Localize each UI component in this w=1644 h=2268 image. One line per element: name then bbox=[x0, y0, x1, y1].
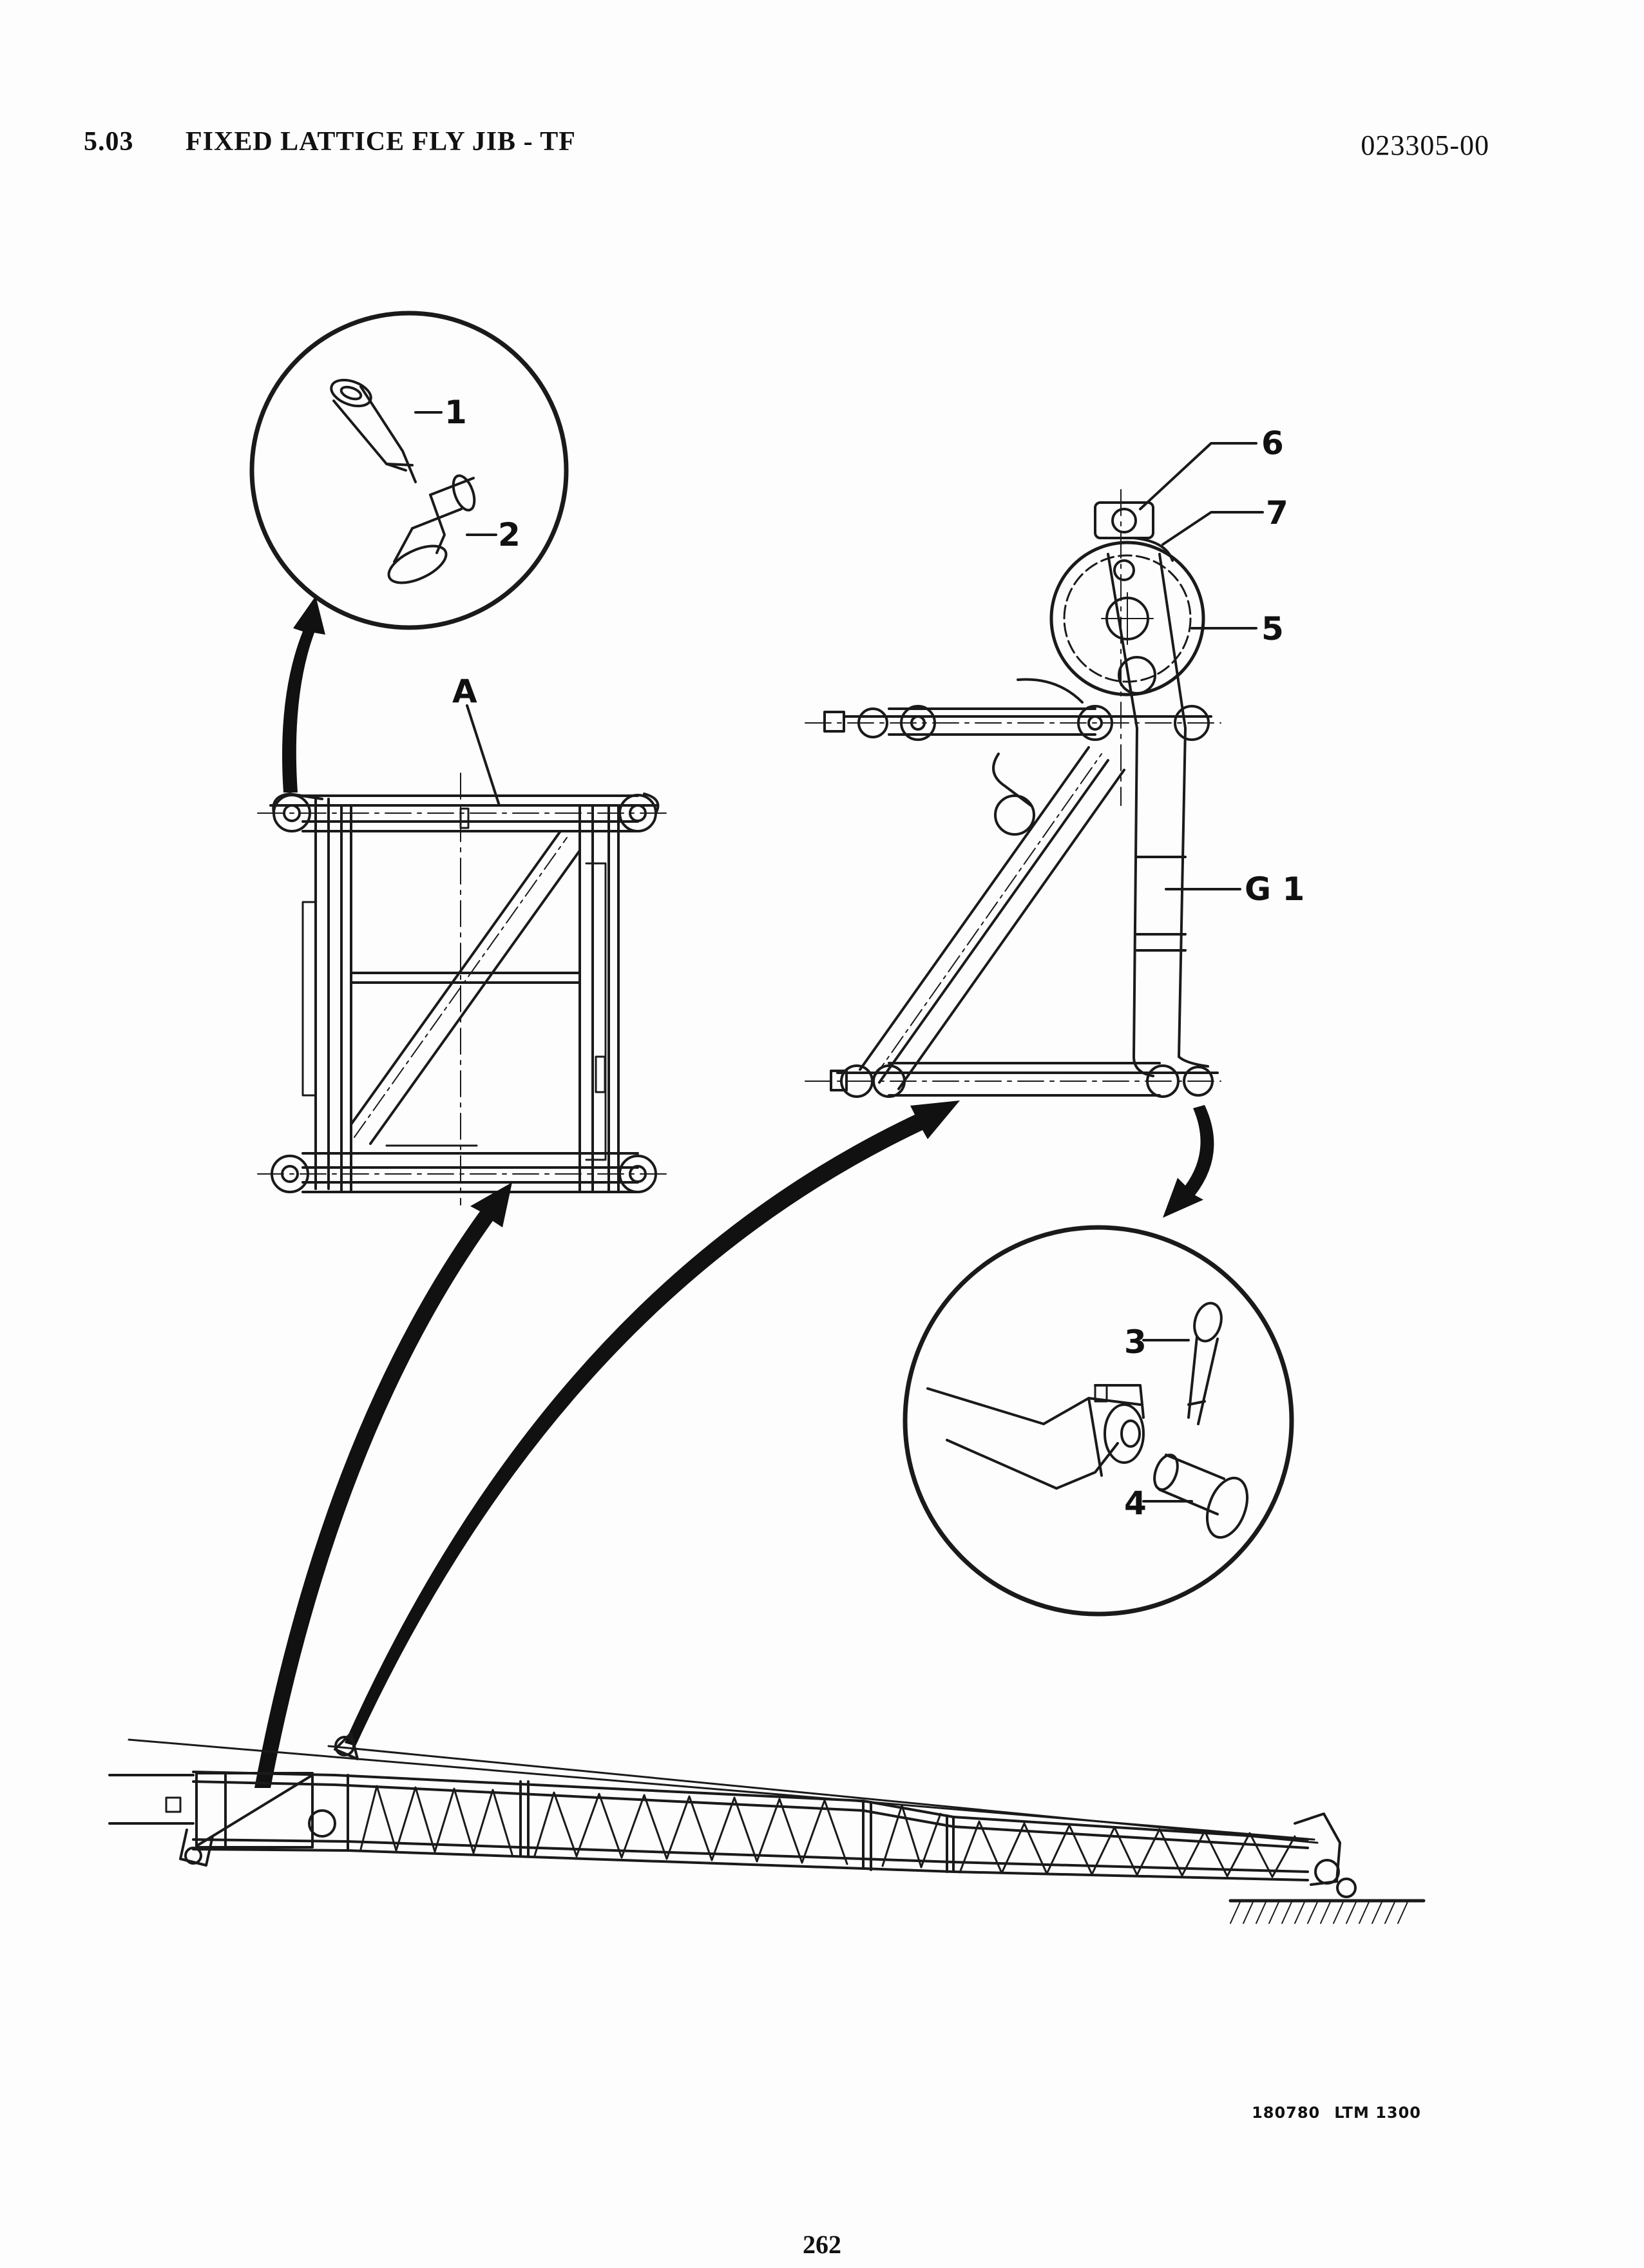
callout-1: 1 bbox=[444, 394, 467, 431]
drawing-number: 180780 bbox=[1252, 2104, 1321, 2122]
section-title: FIXED LATTICE FLY JIB - TF bbox=[186, 127, 576, 157]
lattice-jib-side-view bbox=[108, 1732, 1426, 1924]
spring-cotter-pin-icon bbox=[1187, 1302, 1223, 1425]
callout-5: 5 bbox=[1261, 610, 1284, 648]
bolt-pin-icon bbox=[1153, 1454, 1249, 1539]
detail-circle-pins-1-2 bbox=[249, 311, 569, 630]
callout-4: 4 bbox=[1124, 1485, 1147, 1522]
callout-g1: G 1 bbox=[1245, 870, 1305, 908]
jib-head-assembly bbox=[805, 442, 1264, 1098]
section-number: 5.03 bbox=[84, 127, 134, 157]
callout-7: 7 bbox=[1266, 494, 1288, 532]
spring-cotter-pin-icon bbox=[330, 378, 417, 483]
jib-frame-a bbox=[257, 704, 667, 1206]
callout-3: 3 bbox=[1124, 1323, 1147, 1361]
detail-circle-pins-3-4 bbox=[903, 1225, 1294, 1617]
callout-6: 6 bbox=[1261, 425, 1284, 462]
drawing-reference: 180780 LTM 1300 bbox=[1252, 2104, 1421, 2122]
page-number: 262 bbox=[803, 2230, 841, 2259]
bolt-pin-icon bbox=[387, 474, 476, 584]
arrows bbox=[254, 596, 1214, 1788]
model-name: LTM 1300 bbox=[1334, 2104, 1421, 2122]
callout-2: 2 bbox=[498, 516, 521, 553]
document-number: 023305-00 bbox=[1361, 130, 1489, 161]
callout-a: A bbox=[452, 673, 477, 710]
